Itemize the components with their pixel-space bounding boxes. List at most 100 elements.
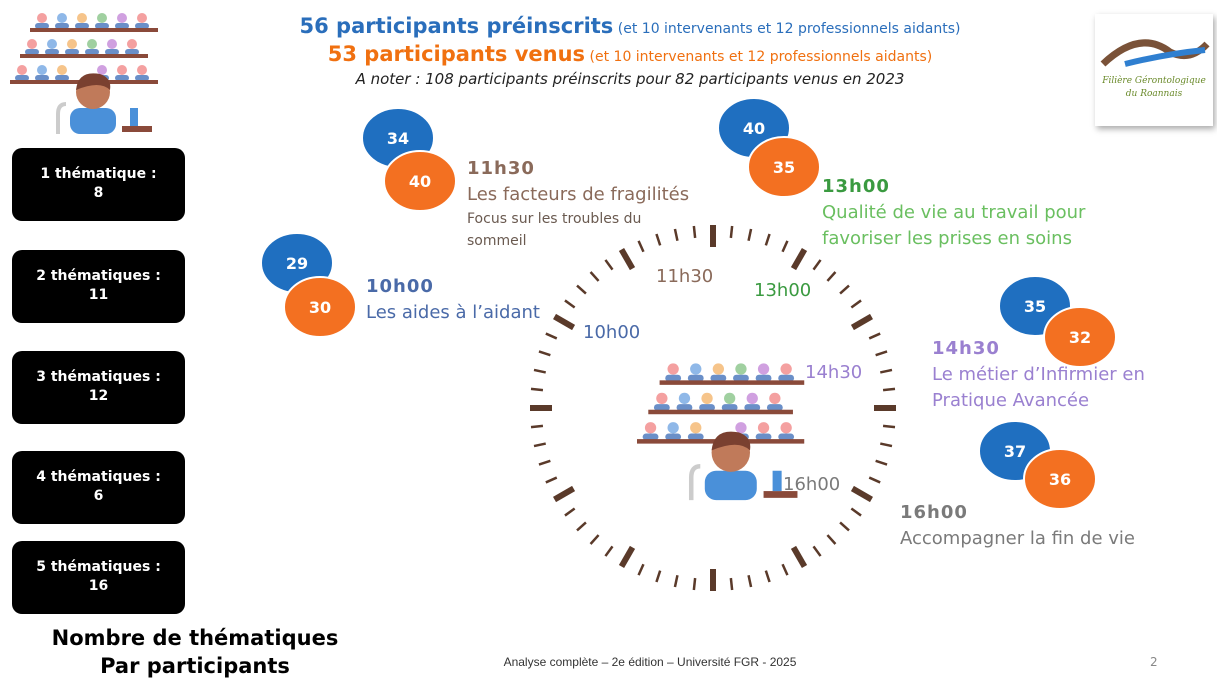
speaker-body [70, 108, 116, 134]
session-subtitle: Focus sur les troubles du sommeil [467, 208, 667, 252]
caption: Par participants [0, 654, 390, 678]
clock-tick [565, 509, 575, 516]
clock-tick [539, 461, 550, 465]
clock-tick [814, 546, 821, 556]
session-title: Qualité de vie au travail pour favoriser… [822, 200, 1092, 252]
clock-tick [880, 444, 892, 446]
clock-tick [883, 426, 895, 427]
chair [58, 104, 66, 134]
clock-tick [766, 571, 770, 582]
session-title: Les facteurs de fragilités [467, 182, 727, 208]
clock-tick [749, 229, 751, 241]
preinscrits-value: 34 [387, 129, 409, 148]
session-time: 13h00 [822, 176, 890, 197]
venus-value: 32 [1069, 328, 1091, 347]
session-title: Les aides à l’aidant [366, 300, 586, 326]
clock-tick [794, 547, 805, 566]
preinscrits-value: 35 [1024, 297, 1046, 316]
preinscrits-value: 37 [1004, 442, 1026, 461]
clock-tick [827, 272, 835, 281]
head [735, 363, 746, 374]
head [781, 422, 792, 433]
session-title: Le métier d’Infirmier en Pratique Avancé… [932, 362, 1162, 414]
page-number: 2 [1150, 655, 1158, 669]
chair [691, 466, 700, 500]
logo-text: Filière Gérontologique [1095, 76, 1213, 86]
speaker-body [705, 471, 757, 500]
clock-tick [534, 370, 546, 372]
slide: 34404035293035323736 56 participants pré… [0, 0, 1217, 681]
venus-value: 40 [409, 172, 431, 191]
clock-tick [852, 317, 871, 328]
clock-label: 14h30 [805, 362, 862, 383]
head [690, 363, 701, 374]
head [679, 393, 690, 404]
thematique-value: 12 [12, 388, 185, 404]
head [645, 422, 656, 433]
head [668, 422, 679, 433]
venus-total: 53 participants venus [328, 42, 585, 66]
clock-tick [577, 286, 586, 294]
preinscrits-value: 40 [743, 119, 765, 138]
clock-tick [876, 351, 887, 355]
clock-tick [869, 334, 880, 339]
thematique-value: 16 [12, 578, 185, 594]
head [701, 393, 712, 404]
bench [648, 410, 793, 415]
thematique-label: 3 thématiques : [12, 369, 185, 385]
clock-tick [840, 522, 849, 530]
note: (et 10 intervenants et 12 professionnels… [618, 21, 961, 37]
thematique-label: 4 thématiques : [12, 469, 185, 485]
head [724, 393, 735, 404]
clock-tick [814, 260, 821, 270]
clock-label: 10h00 [583, 322, 640, 343]
logo-mark [1095, 24, 1213, 84]
preinscrits-total: 56 participants préinscrits [300, 14, 614, 38]
thematique-label: 5 thématiques : [12, 559, 185, 575]
head [758, 363, 769, 374]
head [758, 422, 769, 433]
clock-tick [605, 546, 612, 556]
preinscrits-value: 29 [286, 254, 308, 273]
clock-tick [851, 300, 861, 307]
thematique-label: 1 thématique : [12, 166, 185, 182]
clock-tick [876, 461, 887, 465]
thematique-value: 11 [12, 287, 185, 303]
session-time: 11h30 [467, 158, 535, 179]
thematique-label: 2 thématiques : [12, 268, 185, 284]
podium [122, 126, 152, 132]
clock-tick [639, 564, 644, 575]
clock-tick [591, 272, 599, 281]
clock-label: 13h00 [754, 280, 811, 301]
clock-tick [731, 226, 732, 238]
glass [773, 471, 782, 491]
clock-tick [694, 578, 695, 590]
footer: Analyse complète – 2e édition – Universi… [430, 655, 870, 669]
clock-tick [577, 522, 586, 530]
head [656, 393, 667, 404]
clock-tick [731, 578, 732, 590]
clock-tick [531, 426, 543, 427]
venus-value: 36 [1049, 470, 1071, 489]
bench [660, 380, 805, 385]
clock-label: 11h30 [656, 266, 713, 287]
clock-tick [656, 571, 660, 582]
clock-tick [869, 478, 880, 483]
clock-tick [783, 564, 788, 575]
clock-tick [546, 478, 557, 483]
clock-tick [605, 260, 612, 270]
logo-text: du Roannais [1095, 89, 1213, 99]
thematique-value: 8 [12, 185, 185, 201]
clock-tick [852, 489, 871, 500]
clock-tick [766, 234, 770, 245]
head [735, 422, 746, 433]
clock-tick [840, 286, 849, 294]
head [747, 393, 758, 404]
session-time: 10h00 [366, 276, 434, 297]
logo: Filière Gérontologique du Roannais [1095, 14, 1213, 126]
head [668, 363, 679, 374]
clock-tick [555, 489, 574, 500]
head [713, 363, 724, 374]
audience-icon [637, 363, 804, 500]
clock-tick [880, 370, 892, 372]
